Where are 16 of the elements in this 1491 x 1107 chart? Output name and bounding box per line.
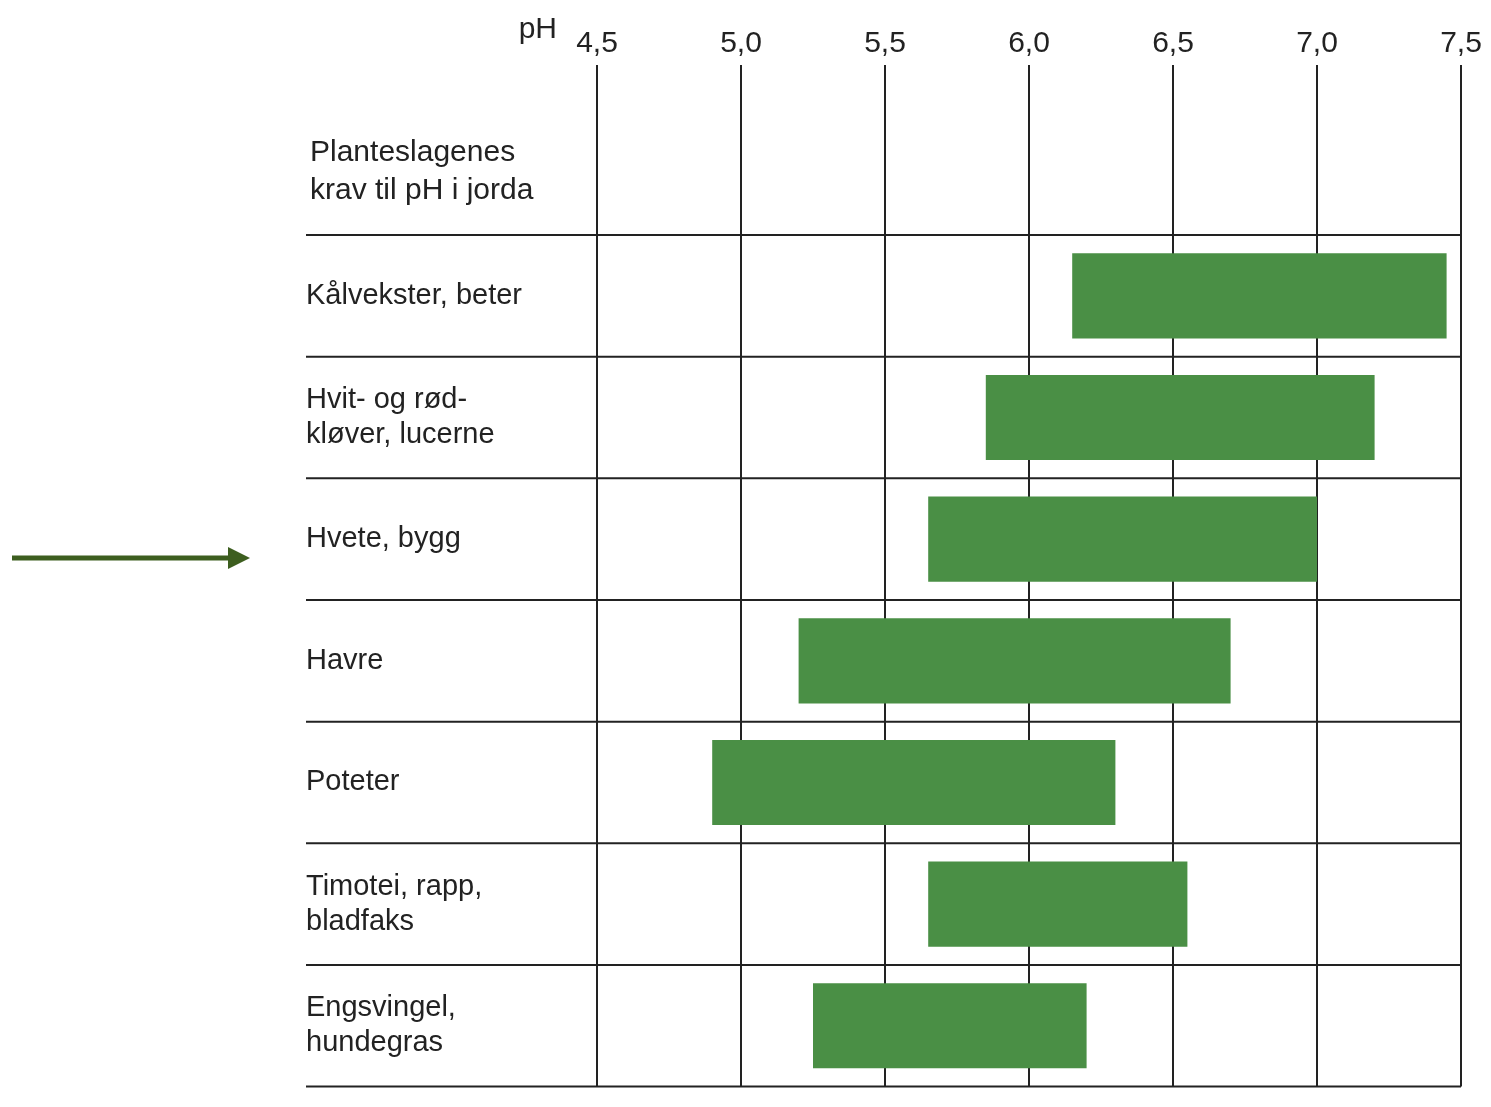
x-tick-label: 6,0 [1008,25,1050,59]
x-axis-title: pH [518,11,557,45]
y-tick-label: Engsvingel, hundegras [306,990,456,1058]
x-tick-label: 5,5 [864,25,906,59]
y-tick-label: Poteter [306,764,400,797]
x-tick-label: 7,0 [1296,25,1338,59]
x-tick-label: 7,5 [1440,25,1482,59]
y-tick-label: Hvete, bygg [306,521,461,554]
y-tick-label: Kålvekster, beter [306,277,523,310]
x-tick-label: 6,5 [1152,25,1194,59]
y-tick-label: Timotei, rapp, bladfaks [306,868,483,936]
y-tick-label: Havre [306,642,384,675]
chart-title: Planteslagenes krav til pH i jorda [310,133,534,207]
y-tick-label: Hvit- og rød- kløver, lucerne [306,382,495,449]
x-tick-label: 4,5 [576,25,618,59]
x-tick-label: 5,0 [720,25,762,59]
